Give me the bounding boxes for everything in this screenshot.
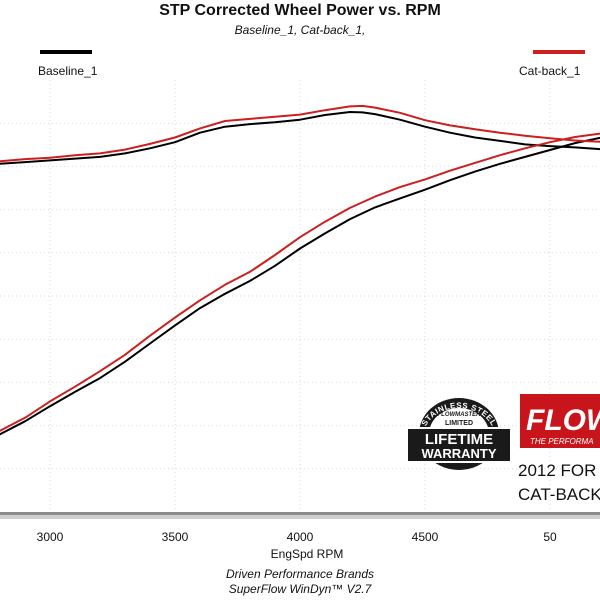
x-tick-label: 3500 <box>162 530 189 544</box>
chart-subtitle: Baseline_1, Cat-back_1, <box>234 23 366 37</box>
badge-limited-bg <box>435 418 483 427</box>
legend-label-baseline: Baseline_1 <box>38 64 98 78</box>
legend-line-catback <box>533 50 585 54</box>
badge-lifetime-text: LIFETIME <box>425 431 493 448</box>
x-axis-bar <box>0 512 600 515</box>
badge-brand-text: FLOWMASTER <box>438 412 482 418</box>
x-tick-label: 50 <box>543 530 557 544</box>
series-group <box>0 104 600 436</box>
brand-vehicle-line2: CAT-BACK <box>518 485 600 504</box>
x-tick-label: 3000 <box>37 530 64 544</box>
warranty-badge: STAINLESS STEEL FLOWMASTER LIMITED LIFET… <box>406 398 512 470</box>
series-line-baseline-1-lower <box>0 136 600 436</box>
badge-limited-text: LIMITED <box>445 420 473 427</box>
x-axis: 3000 3500 4000 4500 50 EngSpd RPM <box>0 512 600 561</box>
legend-line-baseline <box>40 50 92 54</box>
brand-logo-text: FLOW <box>526 404 600 437</box>
x-tick-label: 4000 <box>287 530 314 544</box>
chart-title: STP Corrected Wheel Power vs. RPM <box>159 2 441 19</box>
series-line-cat-back-1-upper <box>0 104 600 163</box>
series-line-baseline-1-upper <box>0 111 600 165</box>
brand-vehicle-line1: 2012 FOR <box>518 461 596 480</box>
brand-logo-bg <box>520 394 600 448</box>
badge-warranty-text: WARRANTY <box>421 446 496 461</box>
legend-label-catback: Cat-back_1 <box>519 64 581 78</box>
badge-banner <box>406 427 512 463</box>
x-axis-bar-shadow <box>0 515 600 519</box>
series-line-cat-back-1-lower <box>0 132 600 432</box>
brand-tagline: THE PERFORMA <box>530 437 594 446</box>
brand-panel: FLOW THE PERFORMA 2012 FOR CAT-BACK <box>518 394 600 504</box>
footer-line1: Driven Performance Brands <box>225 567 375 581</box>
x-tick-label: 4500 <box>412 530 439 544</box>
x-axis-label: EngSpd RPM <box>271 547 344 561</box>
footer-line2: SuperFlow WinDyn™ V2.7 <box>228 582 372 596</box>
